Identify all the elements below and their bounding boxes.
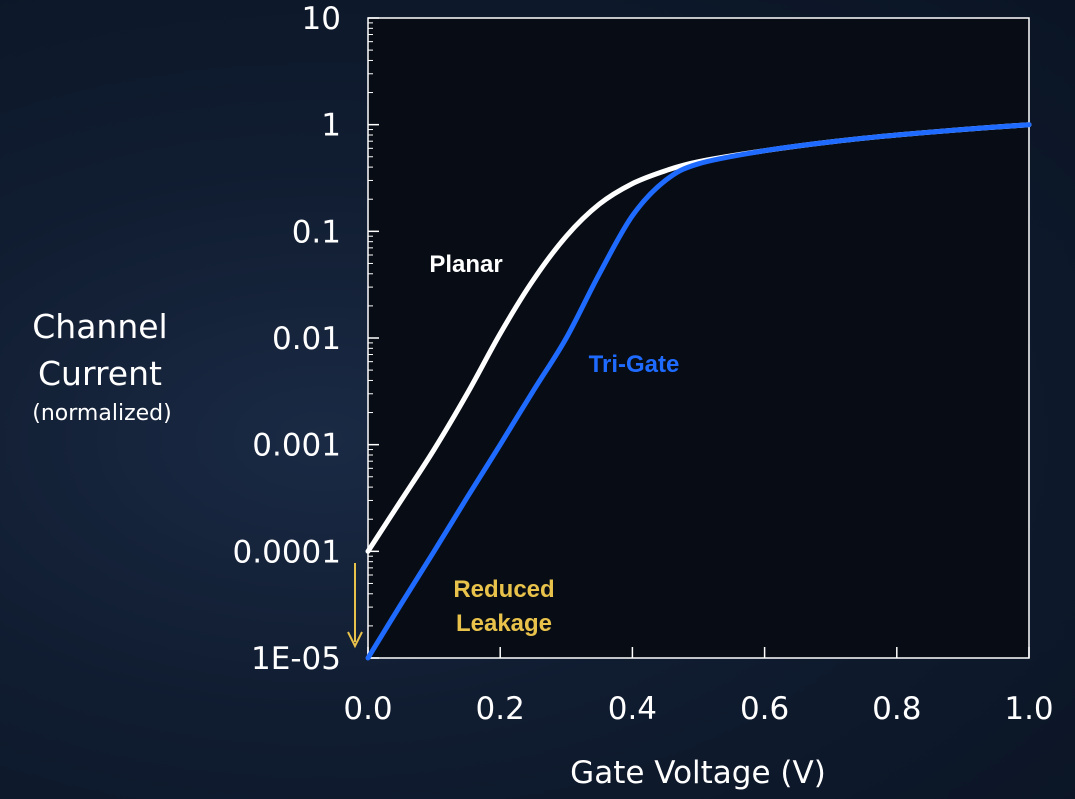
y-tick-label: 0.0001 bbox=[233, 534, 341, 570]
x-tick-labels: 0.0 0.2 0.4 0.6 0.8 1.0 bbox=[343, 691, 1053, 727]
series-label-trigate: Tri-Gate bbox=[589, 351, 680, 378]
y-minor-ticks bbox=[368, 22, 373, 627]
y-tick-label: 0.1 bbox=[292, 214, 341, 250]
y-axis-label-line1: Channel bbox=[32, 307, 167, 346]
y-tick-label: 10 bbox=[302, 1, 341, 37]
y-tick-label: 1E-05 bbox=[251, 641, 341, 677]
x-tick-label: 0.2 bbox=[476, 691, 525, 727]
annotation-line1: Reduced bbox=[453, 576, 554, 603]
x-ticks bbox=[367, 647, 1030, 658]
x-tick-label: 1.0 bbox=[1004, 691, 1053, 727]
x-tick-label: 0.8 bbox=[872, 691, 921, 727]
y-tick-label: 0.01 bbox=[272, 321, 341, 357]
series-label-planar: Planar bbox=[429, 251, 502, 278]
y-tick-labels: 1E-05 0.0001 0.001 0.01 0.1 1 10 bbox=[233, 1, 341, 677]
y-axis-label-line3: (normalized) bbox=[32, 401, 171, 426]
annotation-line2: Leakage bbox=[456, 610, 552, 637]
trigate-line bbox=[365, 122, 1032, 661]
plot-area bbox=[367, 17, 1030, 659]
x-tick-label: 0.0 bbox=[343, 691, 392, 727]
y-tick-label: 1 bbox=[321, 108, 341, 144]
x-tick-label: 0.6 bbox=[740, 691, 789, 727]
y-axis-label-line2: Current bbox=[38, 354, 162, 393]
x-axis-label: Gate Voltage (V) bbox=[570, 755, 826, 791]
y-tick-label: 0.001 bbox=[252, 428, 341, 464]
series-lines bbox=[365, 122, 1032, 661]
x-tick-label: 0.4 bbox=[608, 691, 657, 727]
leakage-arrow bbox=[347, 563, 363, 649]
